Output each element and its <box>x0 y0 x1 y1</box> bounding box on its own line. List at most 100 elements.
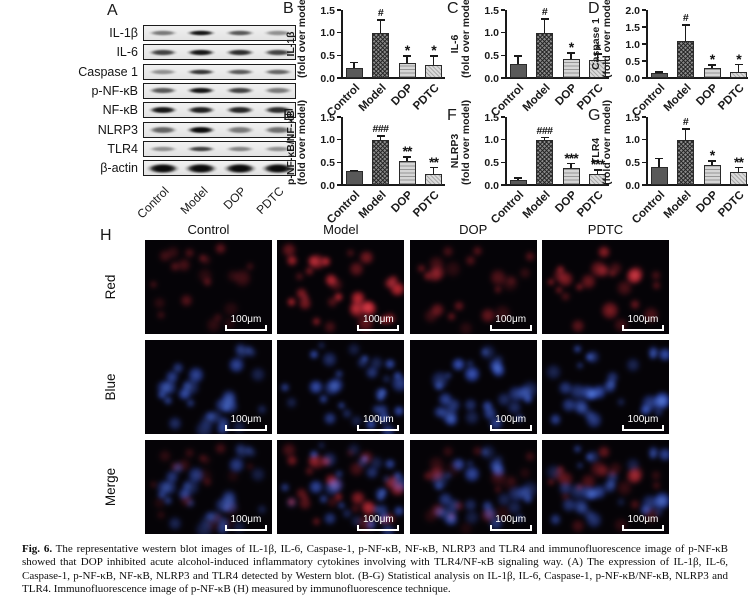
blue-cell-blob <box>480 448 489 456</box>
red-cell-blob <box>296 287 308 300</box>
y-axis-line <box>646 117 648 185</box>
scale-bar: 100μm <box>225 315 267 331</box>
red-cell-blob <box>205 517 221 534</box>
y-tick <box>501 77 505 79</box>
red-cell-blob <box>245 462 255 472</box>
red-cell-blob <box>425 467 444 482</box>
red-cell-blob <box>286 497 296 508</box>
blue-cell-blob <box>182 480 193 492</box>
row-label-merge: Merge <box>103 467 118 507</box>
red-cell-blob <box>358 451 375 465</box>
red-cell-blob <box>152 496 166 510</box>
red-cell-blob <box>559 491 571 502</box>
y-tick-label: 0.5 <box>625 55 640 68</box>
blue-cell-blob <box>156 480 172 496</box>
blue-cell-blob <box>496 492 511 508</box>
panel-g-label: G <box>588 107 601 124</box>
red-cell-blob <box>625 268 641 284</box>
blue-cell-blob <box>653 490 669 509</box>
scale-bar-line <box>225 325 267 331</box>
scale-bar: 100μm <box>225 515 267 531</box>
error-bar-cap <box>734 63 743 66</box>
red-cell-blob <box>596 445 611 458</box>
red-cell-blob <box>184 448 196 458</box>
blot-band <box>186 48 217 56</box>
y-tick <box>642 60 646 62</box>
red-cell-blob <box>324 473 337 487</box>
blue-cell-blob <box>488 459 504 473</box>
y-tick-label: 1.5 <box>484 4 499 17</box>
red-cell-blob <box>445 460 462 479</box>
blue-cell-blob <box>227 457 246 474</box>
red-cell-blob <box>608 261 624 276</box>
blot-protein-label: NF-κB <box>102 103 138 118</box>
blue-cell-blob <box>177 488 192 500</box>
red-cell-blob <box>423 308 439 323</box>
y-tick-label: 0.0 <box>625 72 640 85</box>
blue-cell-blob <box>168 416 182 432</box>
red-cell-blob <box>574 483 584 492</box>
red-cell-blob <box>358 251 375 265</box>
red-cell-blob <box>453 500 466 512</box>
blue-cell-blob <box>342 508 352 520</box>
bar-dop <box>703 68 721 78</box>
red-cell-blob <box>480 308 496 324</box>
scale-bar: 100μm <box>621 514 664 531</box>
error-bar-cap <box>403 55 411 57</box>
row-label-blue: Blue <box>103 373 118 401</box>
blue-cell-blob <box>188 366 204 384</box>
red-cell-blob <box>312 517 321 526</box>
blue-cell-blob <box>188 466 204 484</box>
red-cell-blob <box>574 283 584 292</box>
red-cell-blob <box>297 296 312 311</box>
scale-bar-line <box>489 425 532 431</box>
scale-bar: 100μm <box>225 415 267 431</box>
blue-cell-blob <box>444 413 459 427</box>
scale-bar-label: 100μm <box>230 514 262 525</box>
red-cell-blob <box>652 281 662 290</box>
scale-bar-label: 100μm <box>627 514 659 525</box>
y-tick <box>501 184 505 186</box>
blue-cell-blob <box>463 409 481 425</box>
blue-cell-blob <box>465 359 475 368</box>
blue-cell-blob <box>523 393 533 404</box>
red-cell-blob <box>222 501 241 517</box>
y-tick-label: 1.5 <box>320 111 335 124</box>
blue-cell-blob <box>585 410 603 429</box>
blot-band <box>184 162 219 174</box>
blot-band <box>224 106 255 115</box>
blue-cell-blob <box>249 466 267 483</box>
y-tick-label: 0.5 <box>320 49 335 62</box>
significance-annotation: * <box>709 51 715 68</box>
blue-cell-blob <box>652 494 669 511</box>
red-cell-blob <box>490 467 507 487</box>
red-cell-blob <box>546 477 556 487</box>
significance-annotation: *** <box>564 149 578 166</box>
blue-cell-blob <box>443 371 453 379</box>
red-cell-blob <box>643 506 660 524</box>
red-cell-blob <box>350 504 361 514</box>
blue-cell-blob <box>606 379 616 390</box>
red-cell-blob <box>453 300 466 312</box>
error-bar <box>379 19 382 33</box>
blue-cell-blob <box>322 511 337 525</box>
bar-model <box>372 32 389 78</box>
x-category-label: Model <box>661 189 694 221</box>
blue-cell-blob <box>463 509 481 525</box>
chart-panel-F: F NLRP3 (fold over model) 0.0 0.5 1.0 1.5 Contr… <box>447 100 611 226</box>
blue-cell-blob <box>378 510 391 525</box>
red-cell-blob <box>600 300 619 320</box>
red-cell-blob <box>308 253 327 271</box>
scale-bar-line <box>357 325 400 331</box>
significance-annotation: ** <box>734 153 744 170</box>
red-cell-blob <box>324 273 337 287</box>
y-axis-label-units: (fold over model) <box>460 0 472 78</box>
error-bar <box>517 55 519 65</box>
blue-cell-blob <box>496 392 511 408</box>
red-cell-blob <box>507 477 517 486</box>
blue-cell-blob <box>207 510 223 524</box>
x-axis-line <box>646 77 748 79</box>
blue-cell-blob <box>220 392 237 408</box>
